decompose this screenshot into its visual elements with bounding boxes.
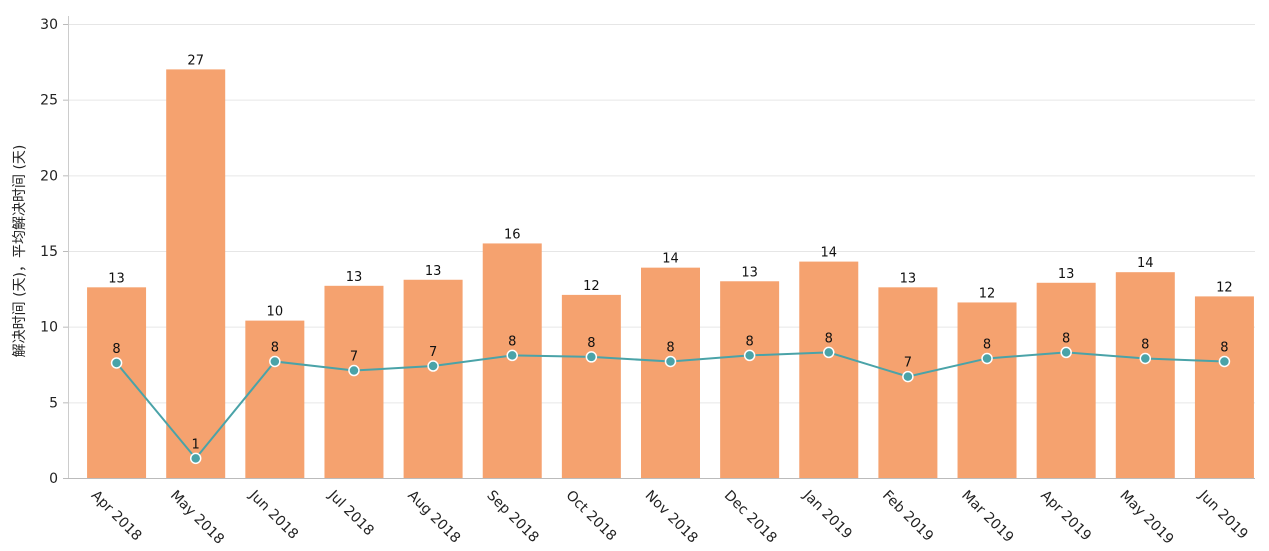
line-point <box>902 370 914 383</box>
line-point <box>189 452 202 465</box>
y-tick-label: 30 <box>40 17 58 33</box>
line-data-label: 8 <box>1062 331 1070 346</box>
line-point <box>1139 352 1152 365</box>
line-point <box>585 351 598 363</box>
bar-data-label: 13 <box>741 265 758 280</box>
x-tick-label: Feb 2019 <box>879 488 936 545</box>
bar-data-label: 13 <box>900 271 917 286</box>
line-data-label: 7 <box>904 356 912 371</box>
line-data-label: 8 <box>825 331 833 346</box>
x-tick-label: Jun 2019 <box>1195 487 1251 543</box>
y-tick-label: 15 <box>40 244 58 260</box>
bar <box>957 302 1017 478</box>
line-point <box>506 349 518 362</box>
line-data-label: 8 <box>983 337 991 352</box>
line-point <box>427 360 439 372</box>
x-tick-label: Jun 2018 <box>245 487 301 543</box>
line-point <box>348 364 360 377</box>
x-tick-label: Oct 2018 <box>563 488 620 545</box>
line-data-label: 8 <box>1220 340 1228 355</box>
x-tick-label: Dec 2018 <box>721 488 780 547</box>
line-point <box>823 346 835 359</box>
bar-data-label: 13 <box>425 264 442 279</box>
line-data-label: 8 <box>271 340 279 355</box>
bar <box>324 285 384 478</box>
bar-data-label: 27 <box>187 53 204 68</box>
line-data-label: 7 <box>429 345 437 360</box>
bar <box>87 287 147 478</box>
bar <box>1115 272 1175 478</box>
x-tick-label: May 2019 <box>1116 488 1176 547</box>
bar <box>720 281 780 478</box>
line-data-label: 8 <box>587 336 595 351</box>
line-point <box>110 357 123 369</box>
bar-data-label: 14 <box>820 246 837 261</box>
y-tick-label: 0 <box>49 471 58 487</box>
line-point <box>664 355 677 368</box>
x-tick-label: Aug 2018 <box>404 488 463 547</box>
bar <box>166 69 226 479</box>
line-point <box>1060 346 1072 359</box>
bar <box>1194 296 1254 478</box>
x-tick-label: Jul 2018 <box>324 487 376 539</box>
line-point <box>743 349 756 362</box>
bar-data-label: 12 <box>1216 280 1233 295</box>
bar <box>1036 282 1096 478</box>
y-tick-label: 20 <box>40 168 58 184</box>
bar-data-label: 13 <box>346 270 363 285</box>
bar-data-label: 13 <box>108 271 125 286</box>
y-tick-label: 25 <box>40 93 58 109</box>
x-tick-label: Mar 2019 <box>958 488 1016 546</box>
bar-data-label: 16 <box>504 227 521 242</box>
bar <box>561 294 621 478</box>
x-tick-label: Jan 2019 <box>799 487 855 543</box>
line-data-label: 8 <box>508 334 516 349</box>
bar <box>641 267 700 478</box>
x-tick-label: May 2018 <box>167 488 227 547</box>
bar <box>799 261 859 478</box>
line-data-label: 8 <box>666 340 674 355</box>
line-data-label: 8 <box>745 334 753 349</box>
bar-data-label: 10 <box>267 305 284 320</box>
line-series: 8 1 8 7 7 8 8 8 8 8 7 8 8 8 8 <box>110 331 1231 465</box>
line-point <box>269 355 281 368</box>
line-point <box>981 352 993 365</box>
x-tick-label: Apr 2019 <box>1037 488 1094 545</box>
line-data-label: 8 <box>112 342 120 357</box>
line-data-label: 8 <box>1141 337 1149 352</box>
bar-data-label: 14 <box>1137 256 1154 271</box>
line-point <box>1218 355 1231 368</box>
bar <box>878 287 938 478</box>
line-data-label: 1 <box>192 437 200 452</box>
bar-data-label: 14 <box>662 252 679 267</box>
x-tick-label: Apr 2018 <box>88 488 145 545</box>
bar <box>403 279 463 478</box>
bar-data-label: 12 <box>583 279 600 294</box>
y-tick-label: 5 <box>49 395 58 411</box>
y-axis-ticks: 0 5 10 15 20 25 30 <box>40 17 68 487</box>
bar <box>245 320 305 478</box>
x-tick-label: Nov 2018 <box>642 488 701 547</box>
y-tick-label: 10 <box>40 320 58 336</box>
y-axis-label: 解决时间 (天)，平均解决时间 (天) <box>12 145 28 358</box>
x-axis-ticks: Apr 2018 May 2018 Jun 2018 Jul 2018 Aug 2018… <box>88 487 1251 548</box>
line-data-label: 7 <box>350 350 358 365</box>
bar-series: 13 27 10 13 13 16 12 14 13 14 13 12 13 14 12 <box>87 53 1254 479</box>
bar-data-label: 12 <box>979 286 996 301</box>
x-tick-label: Sep 2018 <box>483 488 541 546</box>
bar-data-label: 13 <box>1058 267 1075 282</box>
